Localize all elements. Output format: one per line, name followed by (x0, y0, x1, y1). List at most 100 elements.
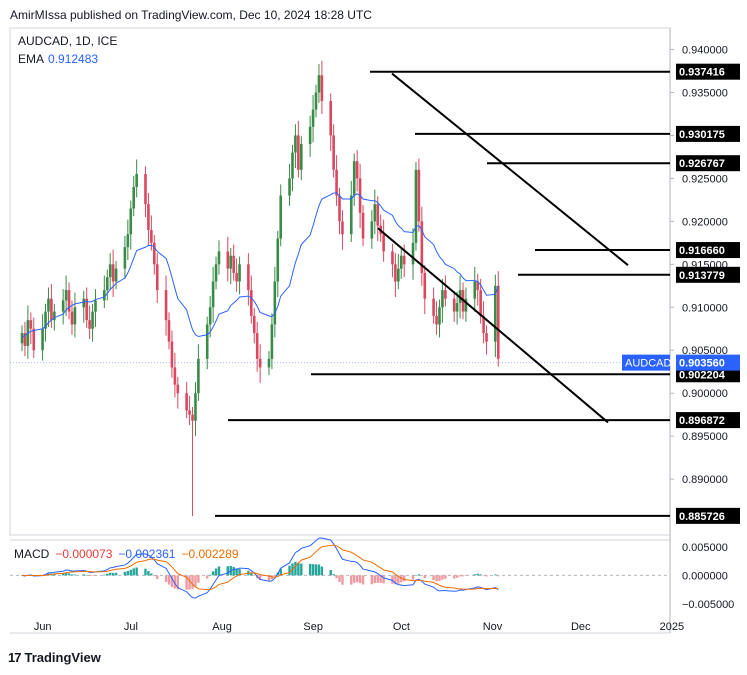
price-pane-frame (9, 27, 671, 536)
level-label: 0.885726 (679, 511, 725, 523)
macd-hist-bar (411, 575, 415, 580)
candle-body (373, 204, 377, 222)
candle-body (267, 358, 271, 368)
macd-hist-bar (400, 575, 403, 583)
candle-body (147, 204, 150, 230)
candle-body (111, 264, 115, 282)
candle-body (247, 264, 250, 291)
level-label: 0.913779 (679, 270, 725, 282)
time-tick-label: Nov (483, 621, 503, 633)
macd-hist-bar (150, 573, 153, 576)
candle-body (420, 221, 424, 273)
current-symbol-tag (622, 354, 670, 371)
macd-hist-bar (67, 573, 71, 576)
macd-hist-bar (217, 566, 221, 576)
candle-body (300, 144, 303, 170)
macd-hist-bar (417, 574, 421, 576)
macd-hist-bar (482, 575, 485, 576)
macd-hist-bar (485, 575, 488, 577)
candle-body (32, 328, 36, 351)
macd-hist-bar (314, 564, 318, 576)
price-tick-label: 0.900000 (682, 388, 728, 400)
time-tick-label: Dec (571, 621, 591, 633)
macd-hist-bar (338, 575, 341, 582)
candle-body (476, 281, 479, 291)
macd-hist-bar (452, 575, 456, 579)
candle-body (132, 186, 136, 209)
macd-hist-bar (164, 575, 168, 582)
candle-body (473, 281, 477, 299)
candle-body (370, 221, 374, 239)
candle-body (402, 255, 406, 265)
candle-body (105, 277, 109, 291)
ema-line (21, 192, 499, 338)
candle-body (311, 109, 315, 127)
candle-body (94, 300, 97, 312)
time-tick-label: Sep (303, 621, 323, 633)
candle-body (496, 285, 500, 359)
current-price-label: 0.903560 (679, 358, 725, 370)
macd-hist-bar (191, 575, 194, 589)
candle-body (411, 242, 415, 265)
level-label-bg (676, 155, 740, 172)
macd-hist-bar (403, 575, 406, 582)
candle-body (235, 272, 238, 282)
macd-hist-bar (132, 568, 135, 576)
candle-body (417, 169, 421, 222)
candle-body (252, 315, 256, 334)
candle-body (482, 315, 485, 334)
candle-body (176, 384, 180, 394)
price-tick-label: 0.890000 (682, 474, 728, 486)
candle-body (164, 290, 168, 321)
macd-hist-bar (353, 575, 356, 583)
macd-hist-bar (332, 574, 335, 576)
time-tick-label: Jul (124, 621, 138, 633)
candle-body (29, 320, 33, 329)
macd-hist-bar (308, 563, 312, 576)
candle-body (376, 204, 380, 226)
macd-hist-bar (114, 572, 118, 576)
symbol-legend[interactable]: AUDCAD, 1D, ICE (18, 34, 117, 48)
candle-body (188, 410, 191, 415)
candle-body (205, 324, 209, 359)
macd-hist-bar (479, 574, 482, 576)
macd-hist-bar (185, 575, 188, 590)
candle-body (273, 281, 277, 325)
candle-body (208, 307, 212, 325)
macd-legend[interactable]: MACD −0.000073 −0.002361 −0.002289 (14, 547, 239, 561)
ema-value: 0.912483 (48, 52, 99, 66)
macd-hist-bar (432, 575, 435, 581)
candle-body (153, 242, 156, 265)
macd-hist-bar (420, 575, 424, 577)
candle-body (382, 234, 385, 252)
ema-legend[interactable]: EMA 0.912483 (18, 52, 98, 66)
macd-hist-bar (297, 563, 300, 576)
candle-body (399, 255, 403, 269)
macd-hist-bar (311, 564, 315, 576)
price-tick-label: 0.935000 (682, 87, 728, 99)
macd-signal-line (21, 544, 499, 591)
level-label-bg (676, 242, 740, 259)
current-price-tag (676, 354, 740, 371)
macd-hist-bar (156, 575, 159, 579)
candle-body (335, 169, 338, 196)
macd-hist-bar (329, 570, 332, 576)
time-tick-label: Oct (393, 621, 410, 633)
candle-body (258, 358, 262, 368)
macd-hist-bar (106, 573, 109, 576)
macd-tick-label: 0.005000 (682, 542, 728, 554)
time-tick-label: 2025 (660, 621, 684, 633)
price-tick-label: 0.905000 (682, 345, 728, 357)
candle-body (338, 195, 341, 222)
macd-hist-bar (350, 575, 353, 585)
candle-body (291, 152, 294, 179)
candle-body (217, 251, 221, 265)
macd-hist-bar (73, 574, 77, 576)
candle-body (232, 255, 235, 273)
candle-body (294, 135, 297, 153)
tradingview-brand[interactable]: 17 TradingView (8, 650, 101, 665)
price-tick-label: 0.895000 (682, 431, 728, 443)
candle-body (297, 135, 300, 170)
macd-hist-bar (288, 565, 291, 576)
